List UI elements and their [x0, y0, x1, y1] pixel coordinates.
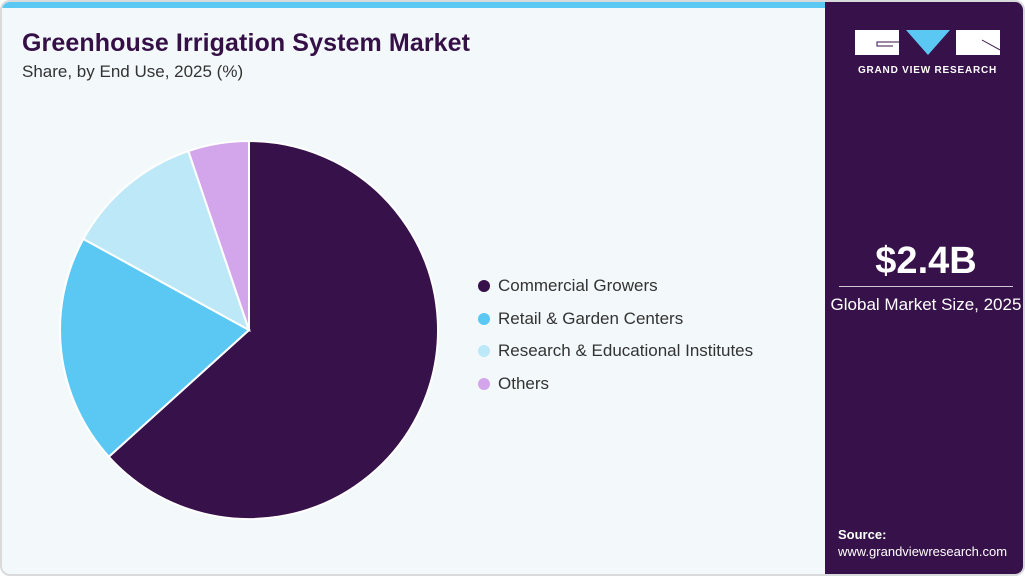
- legend-item: Research & Educational Institutes: [478, 335, 753, 368]
- chart-subtitle: Share, by End Use, 2025 (%): [22, 62, 244, 81]
- market-size-value: $2.4B: [875, 240, 977, 282]
- sidebar: GRAND VIEW RESEARCH $2.4B Global Market …: [825, 2, 1023, 574]
- logo-g-icon: [855, 30, 899, 55]
- pie-chart: [59, 139, 439, 520]
- legend-swatch-icon: [478, 280, 490, 293]
- source-label: Source:: [838, 527, 887, 542]
- legend-item: Retail & Garden Centers: [478, 303, 753, 336]
- legend-item: Commercial Growers: [478, 270, 753, 303]
- legend-swatch-icon: [478, 377, 490, 390]
- source-link[interactable]: www.grandviewresearch.com: [838, 544, 1008, 559]
- legend-label: Commercial Growers: [498, 276, 658, 296]
- legend-item: Others: [478, 368, 753, 401]
- chart-legend: Commercial Growers Retail & Garden Cente…: [478, 270, 753, 400]
- legend-label: Retail & Garden Centers: [498, 308, 684, 328]
- brand-logo: GRAND VIEW RESEARCH: [855, 30, 1000, 76]
- legend-label: Research & Educational Institutes: [498, 341, 754, 361]
- market-size-label: Global Market Size, 2025: [830, 295, 1022, 314]
- divider: [839, 286, 1013, 287]
- chart-area: Greenhouse Irrigation System Market Shar…: [2, 2, 825, 574]
- accent-bar: [2, 2, 825, 8]
- legend-label: Others: [498, 373, 550, 393]
- pie-slice: [59, 237, 251, 459]
- pie-slice: [187, 139, 250, 331]
- brand-name: GRAND VIEW RESEARCH: [857, 65, 998, 76]
- legend-swatch-icon: [478, 312, 490, 325]
- pie-slice: [107, 139, 439, 520]
- legend-swatch-icon: [478, 345, 490, 358]
- chart-title: Greenhouse Irrigation System Market: [22, 29, 471, 57]
- logo-v-icon: [905, 30, 950, 55]
- pie-slice: [82, 149, 251, 333]
- logo-r-icon: [956, 30, 1000, 55]
